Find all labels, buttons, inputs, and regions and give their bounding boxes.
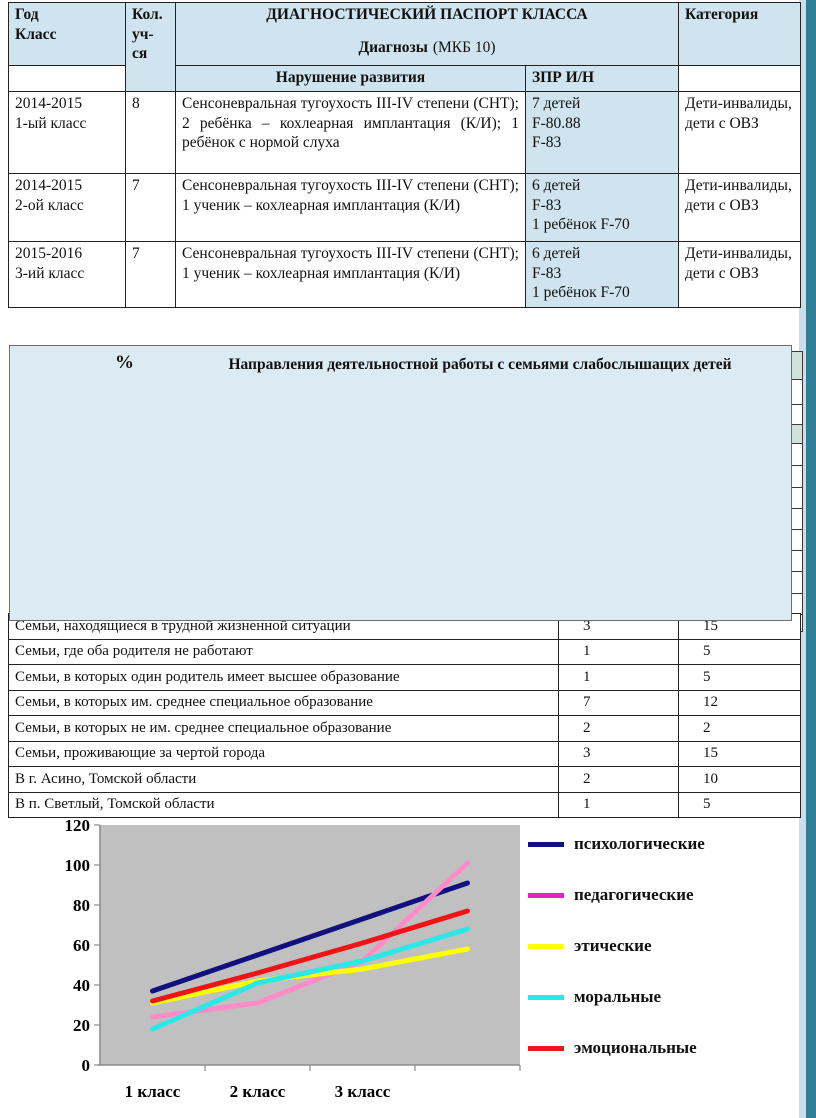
header-pupil-count: Кол. уч- ся xyxy=(125,2,176,92)
family-count: 2 xyxy=(558,715,679,742)
legend-item: этические xyxy=(528,935,652,957)
y-tick-label: 100 xyxy=(65,856,91,875)
y-tick-label: 40 xyxy=(73,976,90,995)
family-percent: 5 xyxy=(678,664,801,691)
legend-swatch xyxy=(528,841,564,847)
families-table: Семьи, находящиеся в трудной жизненной с… xyxy=(8,613,801,818)
legend-label: этические xyxy=(574,936,652,955)
empty-cell xyxy=(678,65,802,92)
table-row: Семьи, в которых один родитель имеет выс… xyxy=(8,664,801,691)
count-cell: 7 xyxy=(125,173,176,242)
table-row: В п. Светлый, Томской области 1 5 xyxy=(8,791,801,818)
zpr-cell: 6 детей F-83 1 ребёнок F-70 xyxy=(524,173,680,242)
percent-label: % xyxy=(115,352,134,373)
legend-label: моральные xyxy=(574,987,662,1006)
legend-item: моральные xyxy=(528,986,661,1008)
table-row: Семьи, в которых не им. среднее специаль… xyxy=(8,715,801,742)
family-label: В п. Светлый, Томской области xyxy=(8,791,559,818)
y-tick-label: 60 xyxy=(73,936,90,955)
legend-label: психологические xyxy=(574,834,705,853)
legend-swatch xyxy=(528,892,564,898)
family-label: Семьи, где оба родителя не работают xyxy=(8,638,559,665)
series-line-этические xyxy=(150,946,470,1006)
family-label: Семьи, в которых не им. среднее специаль… xyxy=(8,715,559,742)
year-cell: 2014-2015 1-ый класс xyxy=(8,91,126,174)
y-tick-label: 120 xyxy=(65,816,91,835)
trend-chart: 0 20 40 60 80 100 120 1 класс 2 класс 3 класс пси… xyxy=(0,815,816,1118)
overlay-box-title: Направления деятельностной работы с семь… xyxy=(228,356,732,373)
family-percent: 12 xyxy=(678,689,801,716)
legend-item: педагогические xyxy=(528,884,694,906)
family-count: 3 xyxy=(558,740,679,767)
table-row: 2014-2015 1-ый класс 8 Сенсоневральная т… xyxy=(8,91,802,174)
table-row: 2015-2016 3-ий класс 7 Сенсоневральная т… xyxy=(8,241,802,308)
y-tick-label: 20 xyxy=(73,1016,90,1035)
diagnosis-cell: Сенсоневральная тугоухость III-IV степен… xyxy=(175,173,526,242)
header-category: Категория xyxy=(678,2,802,66)
diagnostic-passport-table: Год Класс Кол. уч- ся ДИАГНОСТИЧЕСКИЙ ПА… xyxy=(8,2,802,308)
table-row: 2014-2015 2-ой класс 7 Сенсоневральная т… xyxy=(8,173,802,242)
family-percent: 2 xyxy=(678,715,801,742)
table-row: Семьи, проживающие за чертой города 3 15 xyxy=(8,740,801,767)
family-label: В г. Асино, Томской области xyxy=(8,766,559,793)
page-edge-strip-teal xyxy=(806,0,816,1118)
plot-area xyxy=(100,825,520,1065)
header-year-class: Год Класс xyxy=(8,2,126,66)
diagnosis-cell: Сенсоневральная тугоухость III-IV степен… xyxy=(175,91,526,174)
family-count: 1 xyxy=(558,664,679,691)
category-cell: Дети-инвалиды, дети с ОВЗ xyxy=(678,173,802,242)
header-title-cell: ДИАГНОСТИЧЕСКИЙ ПАСПОРТ КЛАССА Диагнозы(… xyxy=(174,2,680,66)
family-count: 7 xyxy=(558,689,679,716)
legend-swatch xyxy=(528,1045,564,1051)
family-percent: 5 xyxy=(678,638,801,665)
year-cell: 2014-2015 2-ой класс xyxy=(8,173,126,242)
series-line-эмоциональные xyxy=(150,908,470,1004)
x-category-label: 3 класс xyxy=(335,1082,391,1101)
legend-swatch xyxy=(528,943,564,949)
legend-label: эмоциональные xyxy=(574,1038,697,1057)
family-count: 2 xyxy=(558,766,679,793)
family-label: Семьи, в которых им. среднее специальное… xyxy=(8,689,559,716)
zpr-cell: 6 детей F-83 1 ребёнок F-70 xyxy=(524,241,680,308)
hidden-table-edge xyxy=(790,351,803,632)
legend-label: педагогические xyxy=(574,885,694,904)
zpr-cell: 7 детей F-80.88 F-83 xyxy=(524,91,680,174)
family-percent: 5 xyxy=(678,791,801,818)
chart-legend: психологические педагогические этические мо… xyxy=(528,815,798,1118)
family-percent: 15 xyxy=(678,740,801,767)
category-cell: Дети-инвалиды, дети с ОВЗ xyxy=(678,241,802,308)
family-percent: 10 xyxy=(678,766,801,793)
y-tick-label: 80 xyxy=(73,896,90,915)
series-line-психологические xyxy=(150,880,470,994)
family-count: 1 xyxy=(558,638,679,665)
chart-plot: 0 20 40 60 80 100 120 1 класс 2 класс 3 класс xyxy=(65,816,521,1101)
x-category-label: 2 класс xyxy=(230,1082,286,1101)
count-cell: 7 xyxy=(125,241,176,308)
table-subtitle: Диагнозы (МКБ 10) xyxy=(358,38,496,56)
x-category-label: 1 класс xyxy=(125,1082,181,1101)
family-label: Семьи, в которых один родитель имеет выс… xyxy=(8,664,559,691)
legend-item: психологические xyxy=(528,833,705,855)
category-cell: Дети-инвалиды, дети с ОВЗ xyxy=(678,91,802,174)
family-count: 1 xyxy=(558,791,679,818)
family-label: Семьи, проживающие за чертой города xyxy=(8,740,559,767)
series-line-педагогические xyxy=(150,860,470,1020)
year-cell: 2015-2016 3-ий класс xyxy=(8,241,126,308)
directions-overlay-box: % Направления деятельностной работы с се… xyxy=(9,345,792,621)
series-line-моральные xyxy=(150,926,470,1032)
header-disorder: Нарушение развития xyxy=(175,65,526,92)
header-zpr: ЗПР И/Н xyxy=(524,65,680,92)
diagnosis-cell: Сенсоневральная тугоухость III-IV степен… xyxy=(175,241,526,308)
count-cell: 8 xyxy=(125,91,176,174)
table-row: В г. Асино, Томской области 2 10 xyxy=(8,766,801,793)
legend-item: эмоциональные xyxy=(528,1037,697,1059)
legend-swatch xyxy=(528,994,564,1000)
table-row: Семьи, в которых им. среднее специальное… xyxy=(8,689,801,716)
table-title: ДИАГНОСТИЧЕСКИЙ ПАСПОРТ КЛАССА xyxy=(266,6,588,23)
y-tick-label: 0 xyxy=(82,1056,91,1075)
empty-cell xyxy=(8,65,126,92)
table-row: Семьи, где оба родителя не работают 1 5 xyxy=(8,638,801,665)
